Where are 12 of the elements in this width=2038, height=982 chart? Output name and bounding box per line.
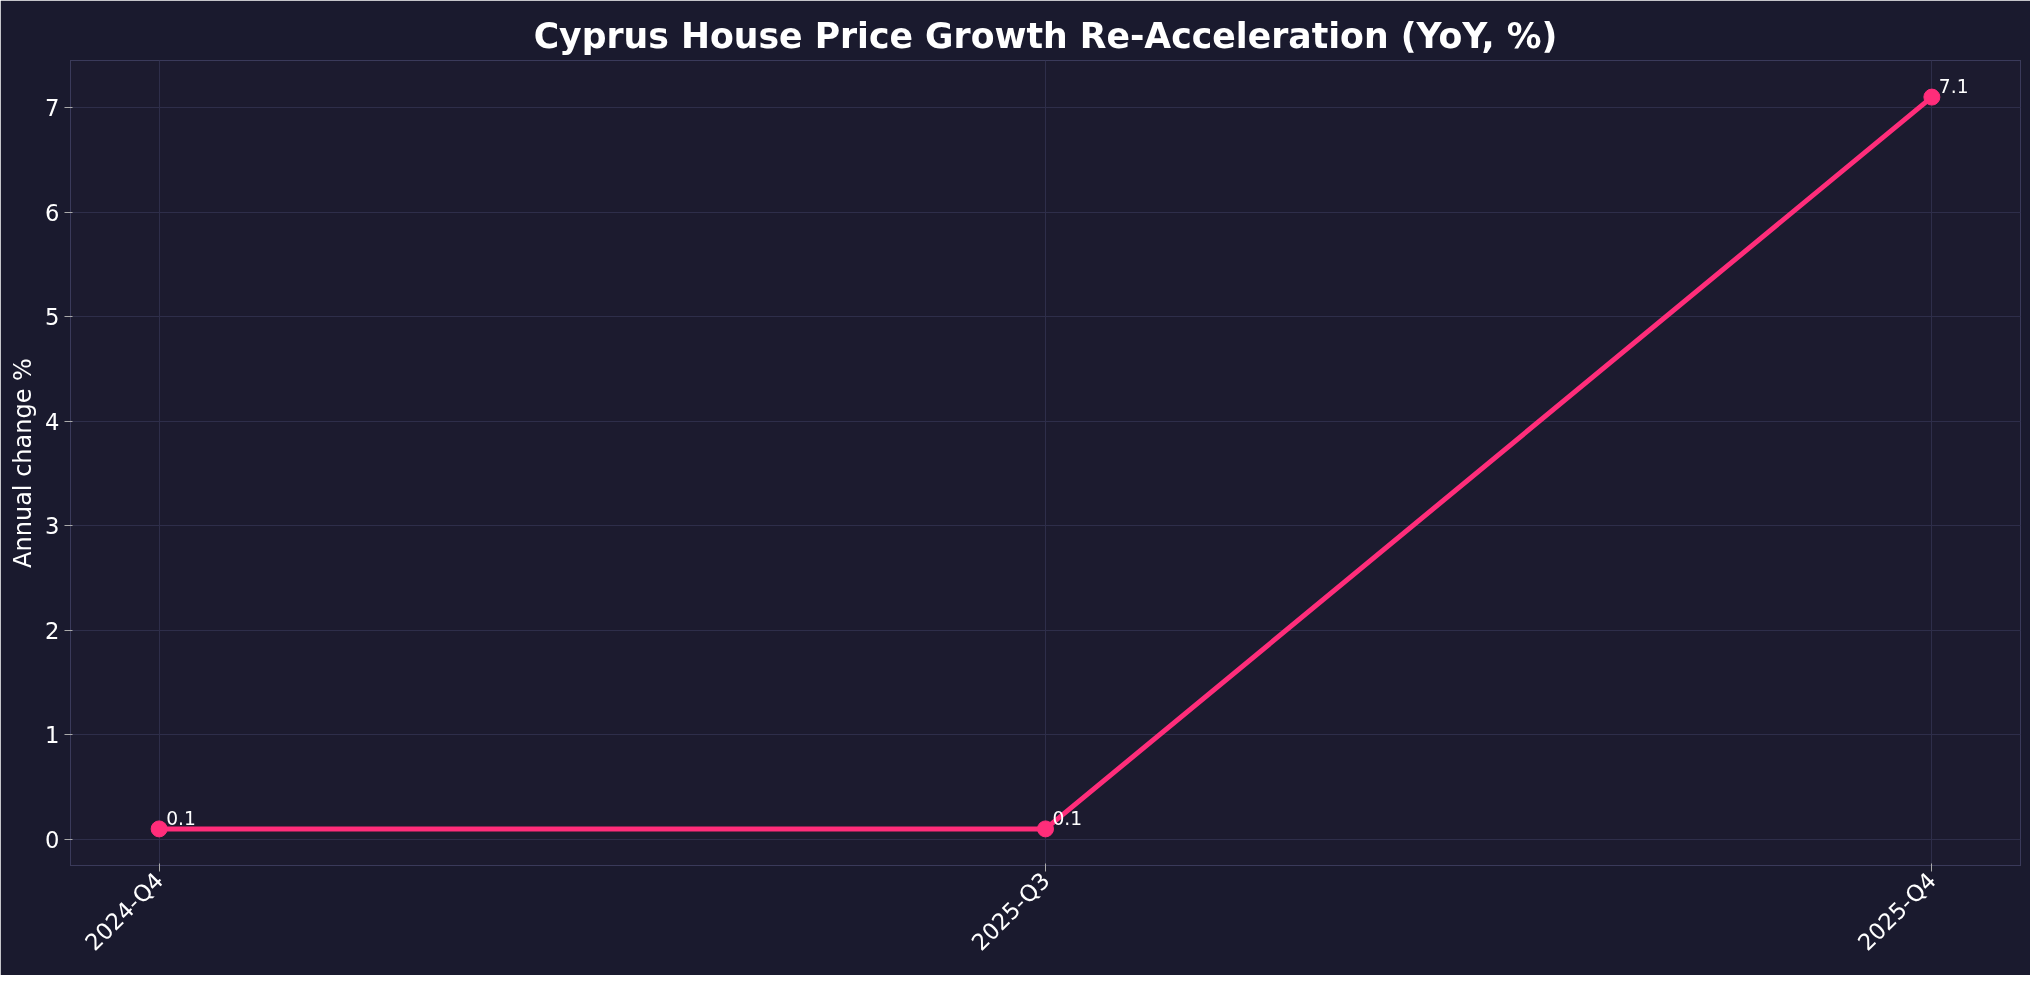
chart-title: Cyprus House Price Growth Re-Acceleration (YoY, %) [533, 15, 1558, 56]
y-axis-title: Annual change % [9, 358, 38, 568]
y-tick-label: 2 [45, 617, 60, 644]
y-tick-label: 6 [45, 199, 60, 226]
y-tick-label: 3 [45, 513, 60, 540]
y-tick-label: 4 [45, 408, 60, 435]
y-tick-label: 5 [45, 304, 60, 331]
data-label: 7.1 [1938, 76, 1969, 98]
y-tick-label: 7 [45, 95, 60, 122]
y-tick-label: 0 [45, 826, 60, 853]
y-tick-label: 1 [45, 722, 60, 749]
data-label: 0.1 [166, 807, 196, 829]
